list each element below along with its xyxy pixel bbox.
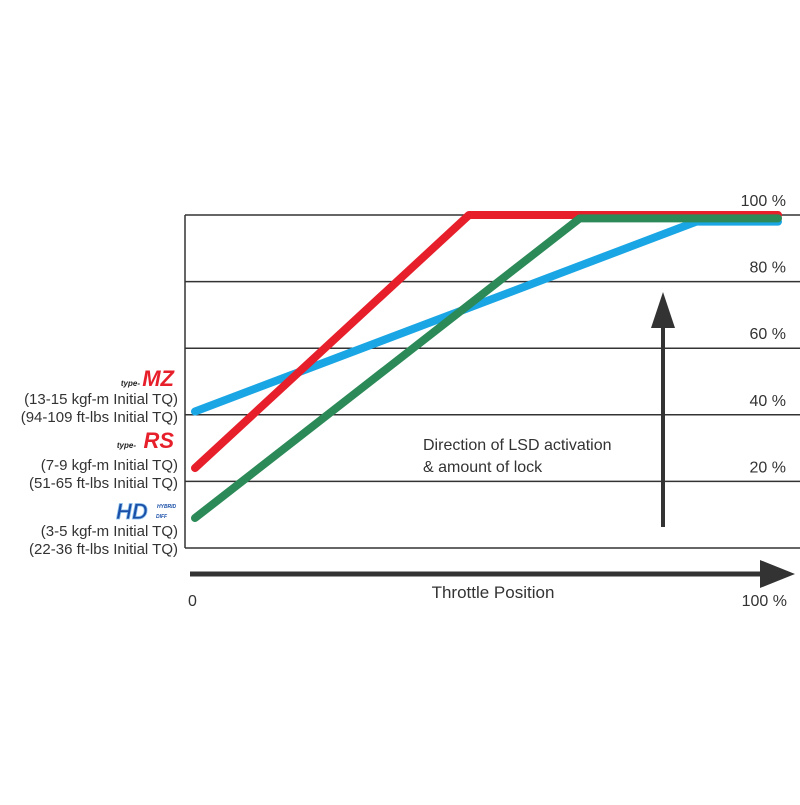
logo-hd: HD — [116, 499, 148, 524]
legend-rs: type- RS (7-9 kgf-m Initial TQ) (51-65 f… — [29, 428, 178, 492]
legend-hd: HYBRID HD DIFF (3-5 kgf-m Initial TQ) (2… — [29, 499, 178, 558]
y-tick-labels: 20 % 40 % 60 % 80 % 100 % — [741, 193, 786, 476]
logo-hd-prefix: HYBRID — [157, 504, 177, 510]
logo-mz: MZ — [142, 366, 175, 391]
annotation-line-1: Direction of LSD activation — [423, 437, 612, 454]
y-tick-label: 100 % — [741, 193, 786, 210]
legend-mz-kgf: (13-15 kgf-m Initial TQ) — [24, 391, 178, 408]
legend-mz: type- MZ (13-15 kgf-m Initial TQ) (94-10… — [21, 366, 178, 426]
y-tick-label: 40 % — [750, 393, 786, 410]
x-axis-label: Throttle Position — [432, 583, 555, 602]
series-line-1 — [191, 211, 782, 473]
legend-rs-kgf: (7-9 kgf-m Initial TQ) — [41, 457, 178, 474]
annotation-line-2: & amount of lock — [423, 459, 543, 476]
legend-hd-kgf: (3-5 kgf-m Initial TQ) — [41, 523, 178, 540]
x-tick-0: 0 — [188, 593, 197, 610]
y-tick-label: 20 % — [750, 459, 786, 476]
series-lines — [191, 211, 782, 523]
lock-direction-arrow — [651, 292, 675, 527]
x-axis-arrow — [190, 560, 795, 588]
logo-hd-suffix: DIFF — [156, 514, 168, 520]
logo-rs: RS — [143, 428, 174, 453]
y-tick-label: 60 % — [750, 326, 786, 343]
y-tick-label: 80 % — [750, 260, 786, 277]
legend-hd-ftlbs: (22-36 ft-lbs Initial TQ) — [29, 541, 178, 558]
x-tick-100: 100 % — [742, 593, 787, 610]
logo-mz-prefix: type- — [121, 379, 140, 388]
series-line-2 — [191, 214, 782, 523]
legend-rs-ftlbs: (51-65 ft-lbs Initial TQ) — [29, 475, 178, 492]
legend-mz-ftlbs: (94-109 ft-lbs Initial TQ) — [21, 409, 178, 426]
logo-rs-prefix: type- — [117, 441, 136, 450]
